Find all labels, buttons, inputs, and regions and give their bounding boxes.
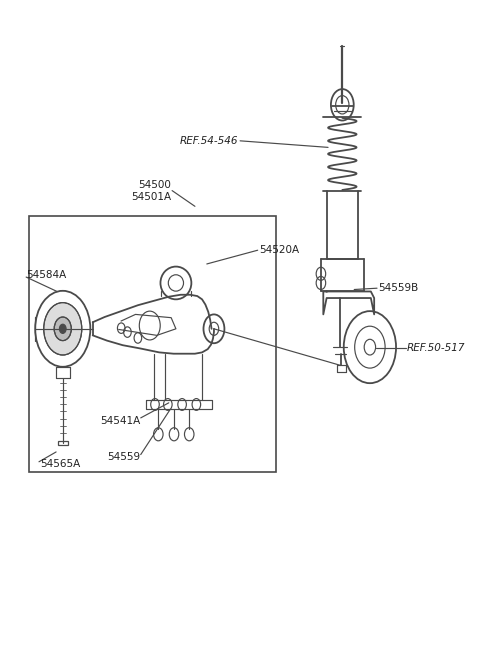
Text: 54541A: 54541A [100, 415, 140, 426]
Text: 54559B: 54559B [378, 283, 418, 293]
Text: 54559: 54559 [107, 452, 140, 462]
Text: REF.50-517: REF.50-517 [407, 343, 465, 354]
Text: 54500: 54500 [138, 179, 171, 190]
Circle shape [44, 303, 82, 355]
Circle shape [54, 317, 72, 341]
Bar [58, 441, 68, 445]
Text: REF.54-546: REF.54-546 [179, 136, 238, 146]
Bar [28, 216, 276, 472]
Text: 54520A: 54520A [259, 245, 299, 255]
Circle shape [60, 324, 66, 333]
Text: 54584A: 54584A [26, 270, 66, 280]
Text: 54565A: 54565A [40, 458, 81, 469]
Text: 54501A: 54501A [131, 191, 171, 202]
